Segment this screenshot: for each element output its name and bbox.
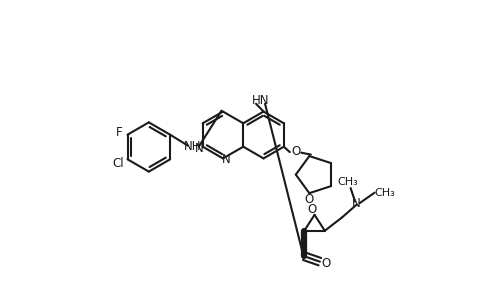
Text: F: F (116, 126, 122, 139)
Text: HN: HN (252, 94, 269, 107)
Text: O: O (321, 257, 330, 270)
Text: N: N (352, 197, 361, 210)
Text: N: N (195, 142, 204, 155)
Text: NH: NH (184, 141, 202, 154)
Text: O: O (292, 145, 301, 158)
Text: N: N (222, 153, 231, 166)
Text: O: O (305, 193, 314, 206)
Text: CH₃: CH₃ (337, 177, 358, 187)
Text: Cl: Cl (112, 157, 124, 170)
Text: CH₃: CH₃ (374, 188, 395, 198)
Text: O: O (307, 203, 317, 216)
